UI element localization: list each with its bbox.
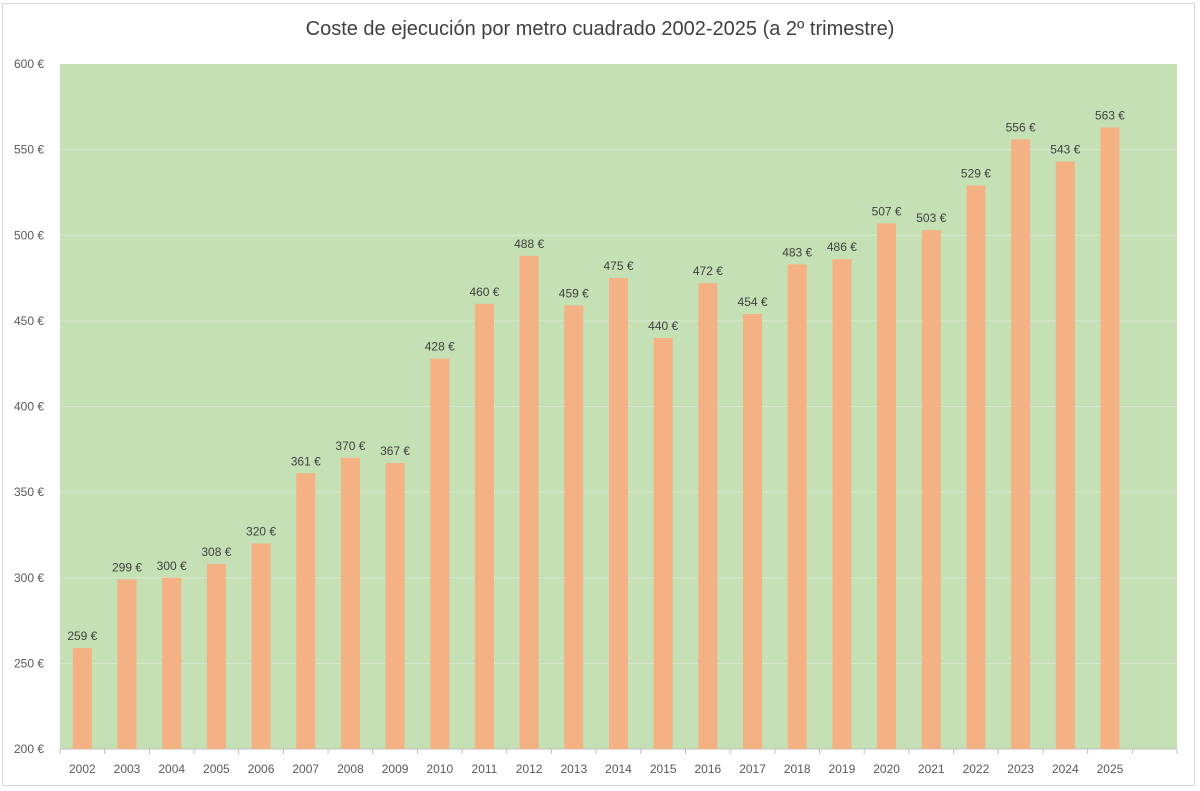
data-label-2014: 475 € (603, 259, 633, 273)
data-label-2025: 563 € (1095, 108, 1125, 122)
y-tick-label: 600 € (14, 57, 44, 71)
bar-2012 (519, 255, 539, 750)
data-label-2012: 488 € (514, 237, 544, 251)
x-tick-label: 2019 (829, 762, 856, 776)
x-tick-label: 2015 (650, 762, 677, 776)
y-tick-label: 550 € (14, 143, 44, 157)
x-tick-label: 2002 (69, 762, 96, 776)
data-label-2016: 472 € (693, 264, 723, 278)
x-tick-label: 2021 (918, 762, 945, 776)
data-label-2021: 503 € (916, 211, 946, 225)
x-tick-label: 2003 (114, 762, 141, 776)
y-tick-label: 200 € (14, 742, 44, 756)
y-tick-label: 450 € (14, 314, 44, 328)
bar-2006 (251, 543, 271, 749)
data-label-2007: 361 € (291, 454, 321, 468)
bar-2003 (117, 579, 137, 749)
bar-2018 (787, 264, 807, 749)
y-tick-label: 300 € (14, 571, 44, 585)
data-label-2020: 507 € (872, 204, 902, 218)
y-tick-label: 500 € (14, 228, 44, 242)
bar-2023 (1011, 139, 1031, 750)
x-tick-label: 2007 (292, 762, 319, 776)
bar-2011 (474, 303, 494, 749)
data-label-2002: 259 € (67, 629, 97, 643)
data-label-2005: 308 € (201, 545, 231, 559)
data-label-2013: 459 € (559, 286, 589, 300)
bar-2022 (966, 185, 986, 749)
data-label-2003: 299 € (112, 560, 142, 574)
bar-2010 (430, 358, 450, 749)
data-label-2008: 370 € (335, 439, 365, 453)
chart-frame (2, 3, 1195, 786)
y-tick-label: 250 € (14, 656, 44, 670)
bar-2004 (162, 577, 182, 749)
y-tick-label: 400 € (14, 400, 44, 414)
x-tick-label: 2017 (739, 762, 766, 776)
x-tick-label: 2014 (605, 762, 632, 776)
bar-2019 (832, 259, 852, 749)
data-label-2017: 454 € (738, 295, 768, 309)
bar-2007 (296, 473, 316, 749)
x-tick-label: 2013 (560, 762, 587, 776)
bar-2014 (609, 278, 628, 749)
x-tick-label: 2022 (963, 762, 990, 776)
bar-2009 (385, 463, 405, 749)
bar-2025 (1100, 127, 1120, 750)
data-label-2011: 460 € (469, 285, 499, 299)
chart-title: Coste de ejecución por metro cuadrado 20… (305, 18, 895, 40)
x-tick-label: 2024 (1052, 762, 1079, 776)
x-tick-label: 2006 (248, 762, 275, 776)
bar-2013 (564, 305, 584, 749)
x-tick-label: 2025 (1097, 762, 1124, 776)
data-label-2009: 367 € (380, 444, 410, 458)
data-label-2004: 300 € (157, 559, 187, 573)
x-tick-label: 2012 (516, 762, 543, 776)
data-label-2019: 486 € (827, 240, 857, 254)
bar-2016 (698, 283, 718, 749)
data-label-2010: 428 € (425, 340, 455, 354)
bar-2020 (877, 223, 897, 749)
x-tick-label: 2009 (382, 762, 409, 776)
data-label-2024: 543 € (1050, 143, 1080, 157)
x-tick-label: 2004 (158, 762, 185, 776)
data-label-2015: 440 € (648, 319, 678, 333)
x-tick-label: 2018 (784, 762, 811, 776)
x-tick-label: 2008 (337, 762, 364, 776)
y-tick-label: 350 € (14, 485, 44, 499)
x-tick-label: 2016 (695, 762, 722, 776)
bar-2015 (653, 338, 673, 749)
data-label-2023: 556 € (1006, 120, 1036, 134)
bar-2017 (743, 314, 763, 749)
bar-2008 (340, 457, 360, 749)
data-label-2006: 320 € (246, 525, 276, 539)
bar-2021 (921, 230, 941, 750)
x-tick-label: 2005 (203, 762, 230, 776)
data-label-2018: 483 € (782, 245, 812, 259)
x-tick-label: 2010 (426, 762, 453, 776)
x-tick-label: 2011 (472, 762, 498, 776)
x-tick-label: 2020 (873, 762, 900, 776)
x-tick-label: 2023 (1007, 762, 1034, 776)
bar-2005 (206, 564, 226, 749)
bar-2002 (72, 647, 92, 749)
bar-2024 (1055, 161, 1075, 750)
data-label-2022: 529 € (961, 167, 991, 181)
